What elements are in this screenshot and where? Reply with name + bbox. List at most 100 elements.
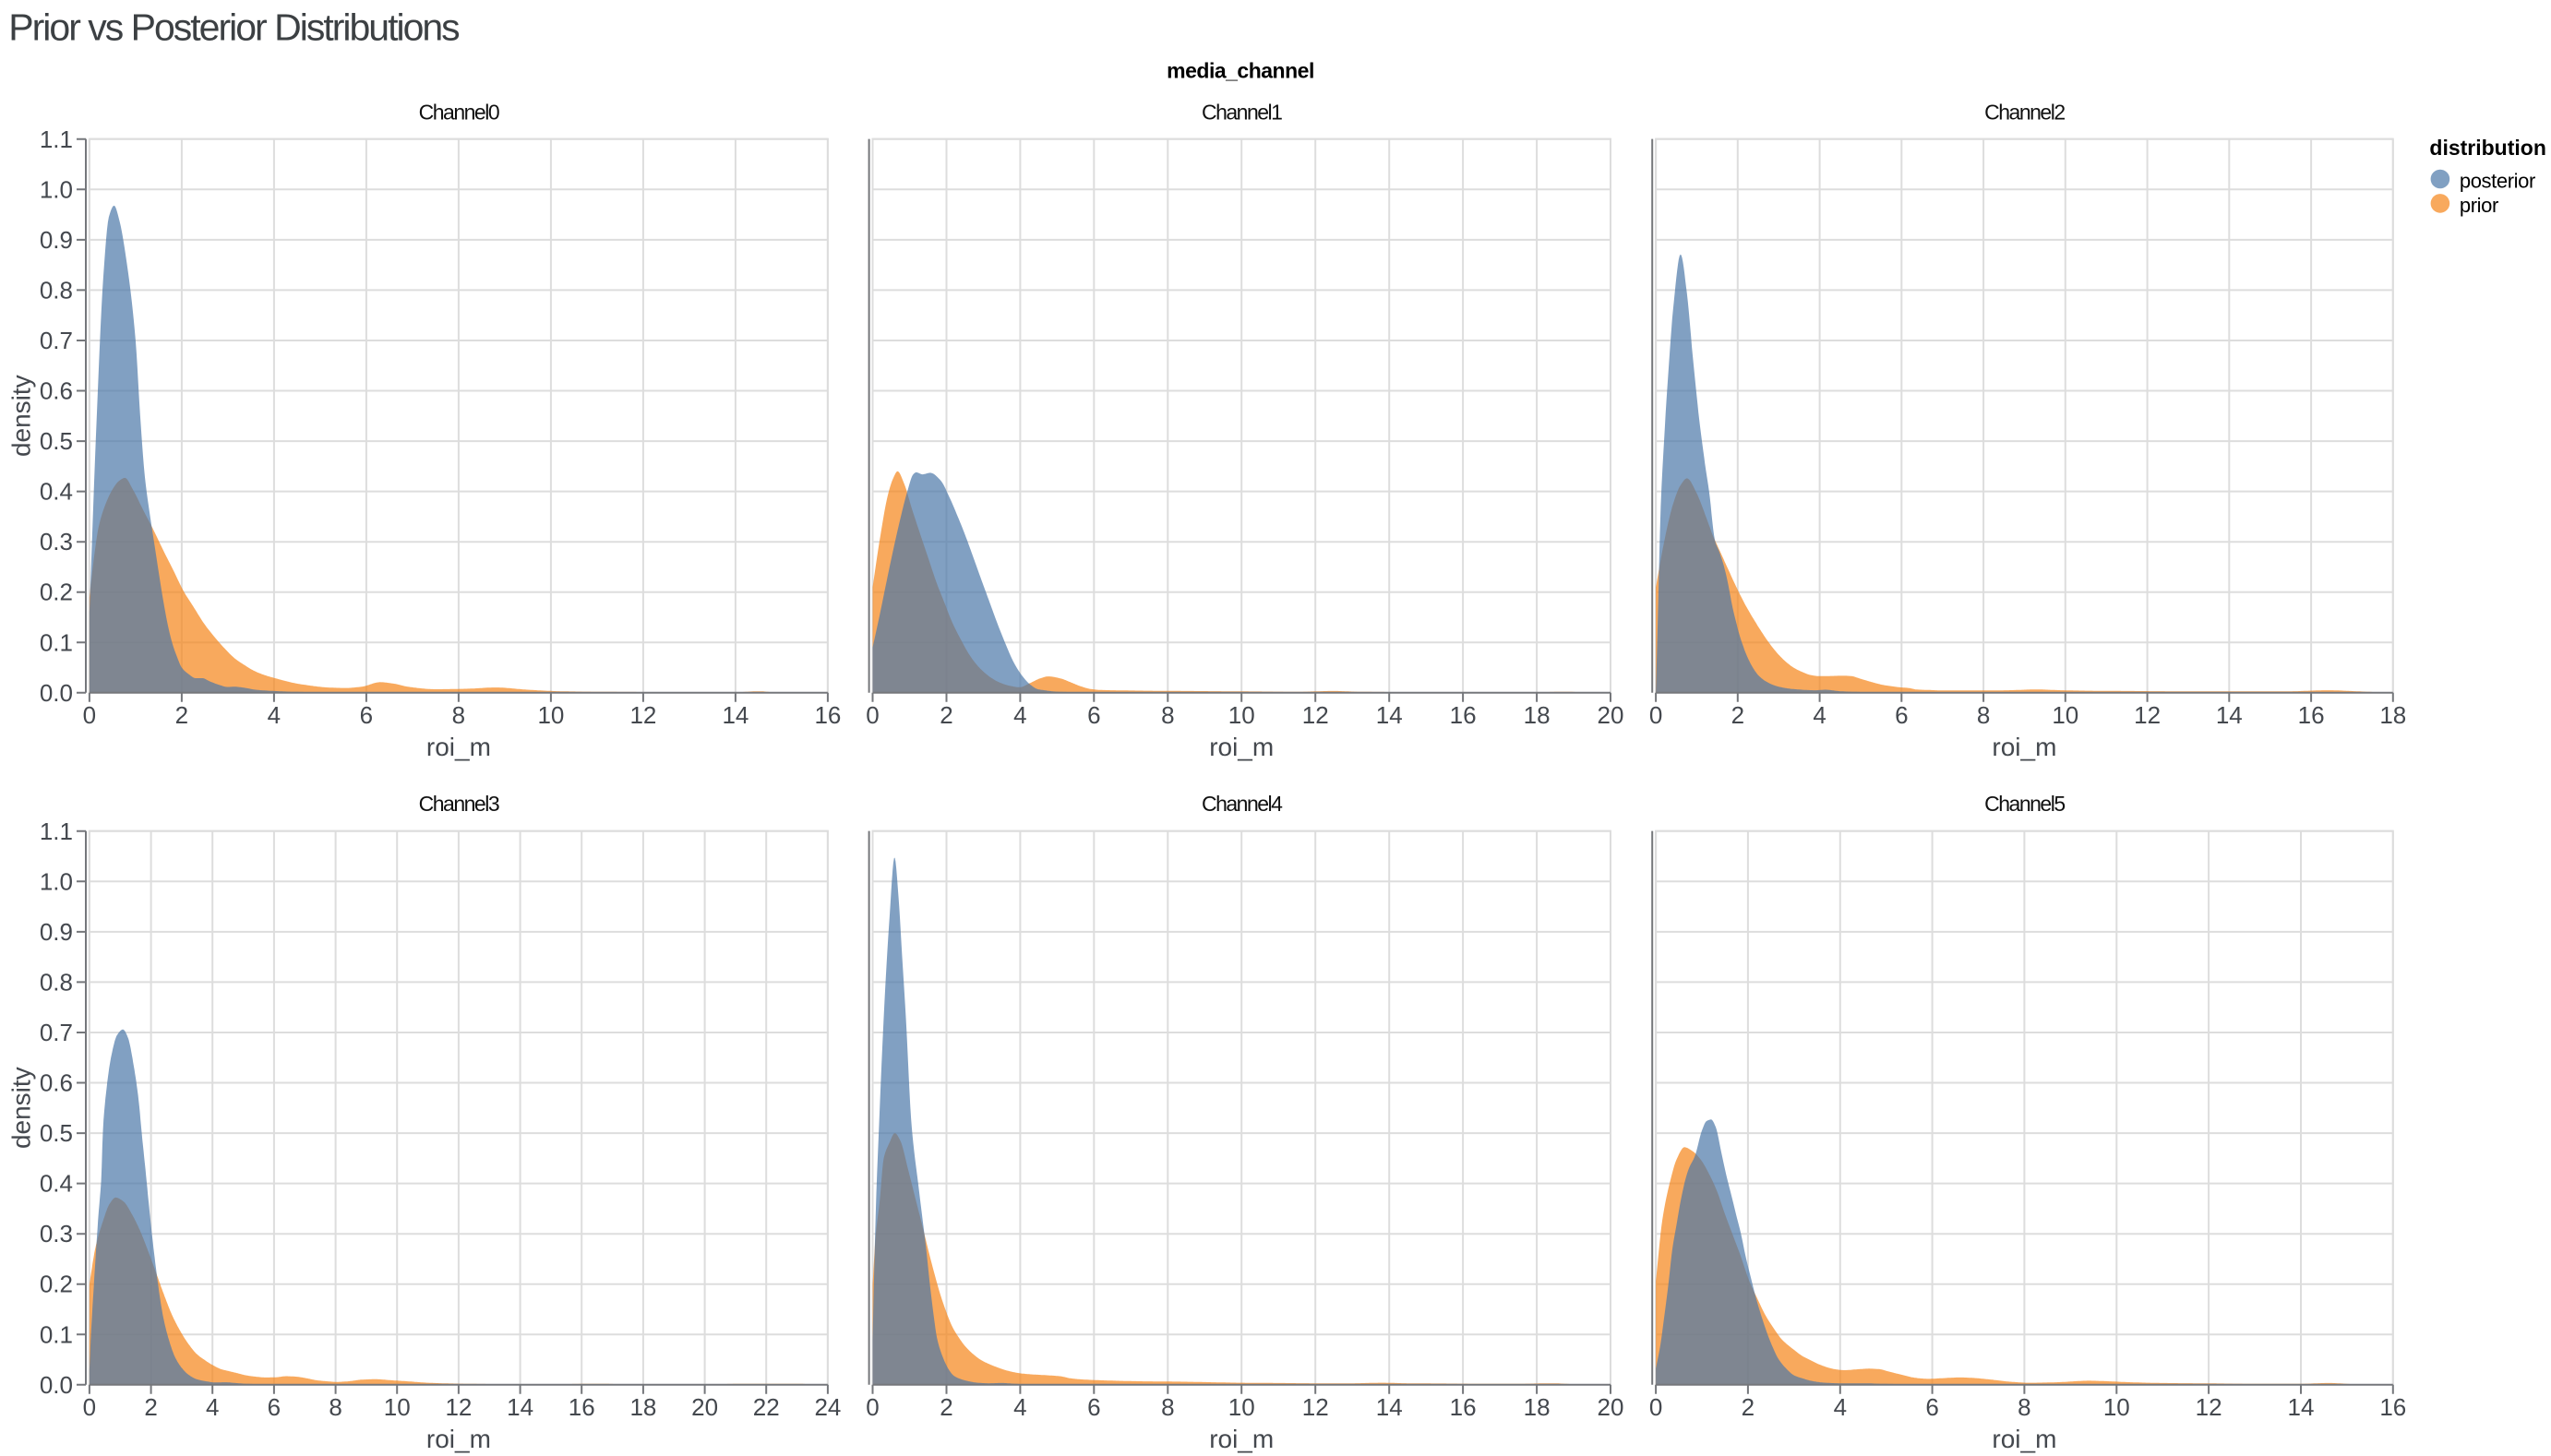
svg-text:2: 2 <box>175 701 188 729</box>
svg-text:10: 10 <box>1228 1393 1255 1421</box>
svg-text:0.6: 0.6 <box>40 1069 73 1097</box>
svg-text:10: 10 <box>537 701 564 729</box>
svg-text:20: 20 <box>1598 701 1624 729</box>
svg-text:0: 0 <box>83 701 96 729</box>
svg-text:2: 2 <box>144 1393 157 1421</box>
svg-text:Channel4: Channel4 <box>1202 792 1283 816</box>
svg-text:0.9: 0.9 <box>40 226 73 254</box>
svg-text:0: 0 <box>83 1393 96 1421</box>
svg-text:14: 14 <box>1376 701 1403 729</box>
svg-text:16: 16 <box>2298 701 2325 729</box>
svg-text:8: 8 <box>2018 1393 2030 1421</box>
svg-text:0.7: 0.7 <box>40 327 73 354</box>
svg-text:20: 20 <box>1598 1393 1624 1421</box>
svg-text:16: 16 <box>1450 701 1477 729</box>
svg-text:8: 8 <box>1977 701 1990 729</box>
svg-text:2: 2 <box>940 1393 952 1421</box>
svg-text:14: 14 <box>507 1393 533 1421</box>
svg-text:4: 4 <box>1013 701 1026 729</box>
svg-text:16: 16 <box>1450 1393 1477 1421</box>
svg-text:6: 6 <box>268 1393 281 1421</box>
svg-text:4: 4 <box>206 1393 219 1421</box>
svg-text:posterior: posterior <box>2460 170 2535 193</box>
svg-text:media_channel: media_channel <box>1167 58 1314 82</box>
svg-text:10: 10 <box>2052 701 2078 729</box>
svg-text:2: 2 <box>1731 701 1744 729</box>
svg-text:0: 0 <box>1649 1393 1662 1421</box>
svg-text:2: 2 <box>1742 1393 1755 1421</box>
svg-text:roi_m: roi_m <box>426 1425 491 1453</box>
svg-text:Channel5: Channel5 <box>1984 792 2065 816</box>
svg-text:distribution: distribution <box>2429 136 2545 160</box>
svg-text:22: 22 <box>753 1393 780 1421</box>
svg-text:roi_m: roi_m <box>1992 733 2056 761</box>
svg-text:roi_m: roi_m <box>1992 1425 2056 1453</box>
svg-text:0: 0 <box>866 1393 879 1421</box>
svg-text:0.2: 0.2 <box>40 579 73 606</box>
svg-text:0.0: 0.0 <box>40 679 73 707</box>
svg-text:24: 24 <box>814 1393 841 1421</box>
svg-text:0.0: 0.0 <box>40 1371 73 1399</box>
svg-text:0.8: 0.8 <box>40 276 73 304</box>
svg-text:18: 18 <box>629 1393 656 1421</box>
svg-text:0.5: 0.5 <box>40 1119 73 1147</box>
svg-text:0.1: 0.1 <box>40 628 73 656</box>
svg-text:18: 18 <box>1524 701 1551 729</box>
svg-text:6: 6 <box>1087 701 1100 729</box>
svg-text:roi_m: roi_m <box>1209 733 1274 761</box>
svg-text:0.6: 0.6 <box>40 377 73 405</box>
svg-text:roi_m: roi_m <box>1209 1425 1274 1453</box>
svg-text:0.7: 0.7 <box>40 1019 73 1046</box>
svg-text:4: 4 <box>1813 701 1826 729</box>
svg-text:6: 6 <box>1087 1393 1100 1421</box>
svg-text:0.1: 0.1 <box>40 1320 73 1348</box>
svg-text:10: 10 <box>1228 701 1255 729</box>
svg-text:0: 0 <box>1649 701 1662 729</box>
svg-text:0.3: 0.3 <box>40 528 73 555</box>
svg-text:2: 2 <box>940 701 952 729</box>
svg-text:10: 10 <box>384 1393 411 1421</box>
svg-text:0.3: 0.3 <box>40 1220 73 1247</box>
svg-text:4: 4 <box>1013 1393 1026 1421</box>
svg-text:0.4: 0.4 <box>40 1170 73 1198</box>
svg-text:16: 16 <box>2379 1393 2406 1421</box>
svg-text:14: 14 <box>1376 1393 1403 1421</box>
svg-text:0.9: 0.9 <box>40 918 73 946</box>
svg-text:4: 4 <box>268 701 281 729</box>
svg-text:Channel2: Channel2 <box>1984 101 2065 125</box>
svg-text:14: 14 <box>2288 1393 2315 1421</box>
svg-text:8: 8 <box>329 1393 341 1421</box>
svg-text:0.2: 0.2 <box>40 1271 73 1298</box>
svg-text:1.1: 1.1 <box>40 125 73 153</box>
svg-text:density: density <box>6 375 35 457</box>
svg-text:12: 12 <box>1302 1393 1329 1421</box>
svg-text:6: 6 <box>1895 701 1908 729</box>
svg-text:18: 18 <box>2379 701 2406 729</box>
svg-text:12: 12 <box>629 701 656 729</box>
svg-text:Channel3: Channel3 <box>419 792 499 816</box>
svg-text:16: 16 <box>569 1393 595 1421</box>
svg-text:8: 8 <box>1161 701 1174 729</box>
svg-text:6: 6 <box>360 701 373 729</box>
svg-text:12: 12 <box>445 1393 472 1421</box>
svg-text:10: 10 <box>2103 1393 2130 1421</box>
svg-text:0.8: 0.8 <box>40 968 73 996</box>
svg-text:4: 4 <box>1834 1393 1847 1421</box>
svg-text:Channel1: Channel1 <box>1202 101 1282 125</box>
svg-text:8: 8 <box>1161 1393 1174 1421</box>
svg-text:0: 0 <box>866 701 879 729</box>
svg-text:18: 18 <box>1524 1393 1551 1421</box>
svg-text:0.4: 0.4 <box>40 478 73 506</box>
svg-text:1.0: 1.0 <box>40 867 73 895</box>
svg-text:12: 12 <box>2196 1393 2222 1421</box>
svg-text:16: 16 <box>814 701 841 729</box>
svg-text:14: 14 <box>722 701 749 729</box>
svg-text:density: density <box>6 1067 35 1149</box>
svg-text:20: 20 <box>691 1393 718 1421</box>
svg-text:1.0: 1.0 <box>40 175 73 203</box>
svg-text:1.1: 1.1 <box>40 818 73 845</box>
svg-text:14: 14 <box>2216 701 2243 729</box>
svg-text:Channel0: Channel0 <box>419 101 499 125</box>
svg-text:12: 12 <box>1302 701 1329 729</box>
svg-text:6: 6 <box>1925 1393 1938 1421</box>
